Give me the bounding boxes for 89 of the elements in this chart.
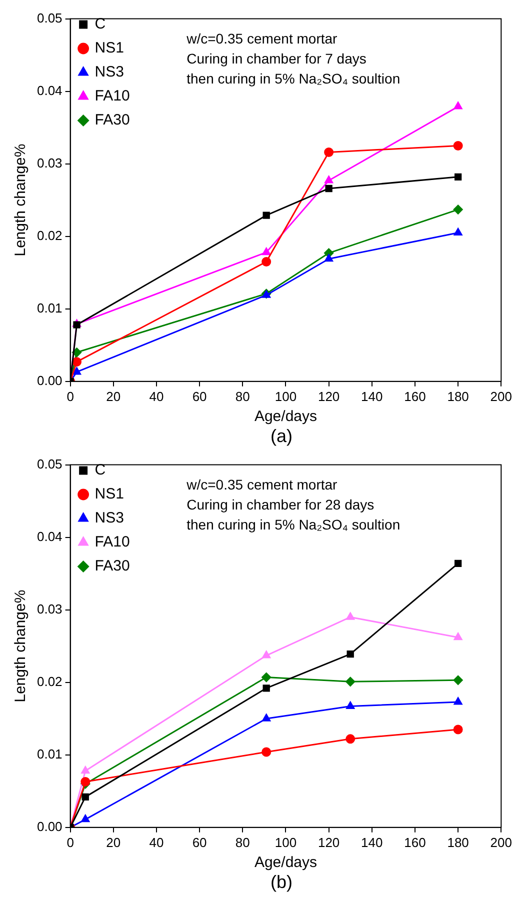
x-tick-label: 120: [318, 834, 340, 850]
point: [82, 793, 89, 801]
point: [454, 228, 462, 236]
legend-label: NS1: [94, 40, 124, 57]
legend-label: FA30: [94, 112, 130, 129]
point: [346, 650, 354, 658]
point: [324, 176, 334, 184]
annotation: then curing in 5% Na₂SO₄ soultion: [186, 70, 400, 87]
x-tick-label: 40: [149, 834, 164, 850]
y-tick-label: 0.02: [36, 228, 62, 243]
point: [262, 672, 272, 682]
point: [73, 321, 80, 328]
x-tick-label: 0: [66, 388, 74, 404]
x-tick-label: 120: [318, 388, 340, 404]
point: [325, 184, 332, 192]
annotation: Curing in chamber for 7 days: [186, 50, 366, 67]
y-tick-label: 0.01: [36, 746, 62, 762]
legend-label: FA30: [94, 558, 130, 575]
point: [262, 212, 270, 219]
point: [453, 204, 463, 214]
x-tick-label: 20: [106, 834, 121, 850]
point: [80, 776, 90, 786]
x-tick-label: 200: [490, 834, 512, 850]
point: [453, 724, 463, 734]
point: [346, 702, 355, 710]
y-tick-label: 0.03: [36, 601, 62, 616]
x-tick-label: 200: [490, 388, 512, 404]
x-tick-label: 20: [106, 388, 121, 404]
x-tick-label: 180: [447, 834, 469, 850]
x-tick-label: 180: [447, 388, 469, 404]
x-tick-label: 160: [404, 834, 426, 850]
y-tick-label: 0.00: [36, 372, 62, 388]
point: [346, 734, 356, 744]
annotation: w/c=0.35 cement mortar: [186, 30, 338, 47]
y-axis-title: Length change%: [12, 144, 30, 256]
point: [324, 147, 334, 157]
point: [262, 684, 270, 692]
point: [454, 560, 462, 568]
y-tick-label: 0.05: [36, 10, 62, 26]
legend-label: FA10: [94, 534, 130, 551]
legend-label: FA10: [94, 88, 130, 105]
x-tick-label: 40: [149, 388, 164, 404]
x-tick-label: 140: [361, 388, 383, 404]
annotation: w/c=0.35 cement mortar: [186, 476, 338, 493]
y-tick-label: 0.04: [36, 82, 62, 98]
point: [81, 814, 90, 822]
point: [454, 697, 462, 705]
point: [262, 747, 272, 757]
point: [324, 254, 334, 262]
point: [72, 357, 82, 367]
x-tick-label: 0: [66, 834, 74, 850]
point: [262, 650, 271, 658]
point: [454, 102, 462, 110]
x-tick-label: 140: [361, 834, 383, 850]
y-tick-label: 0.03: [36, 155, 62, 170]
y-tick-label: 0.05: [36, 456, 62, 472]
point: [346, 612, 355, 620]
y-axis-title: Length change%: [12, 590, 30, 702]
point: [453, 140, 463, 150]
x-tick-label: 80: [235, 388, 250, 404]
point: [454, 173, 462, 180]
legend-label: NS3: [94, 64, 124, 81]
point: [262, 248, 271, 256]
text: (a): [270, 426, 294, 448]
point: [262, 714, 271, 722]
x-tick-label: 100: [274, 388, 297, 404]
y-tick-label: 0.00: [36, 818, 62, 834]
point: [453, 675, 463, 685]
point: [72, 348, 82, 358]
point: [262, 256, 272, 266]
text: (b): [270, 872, 294, 894]
legend-label: NS3: [94, 510, 124, 527]
legend-label: NS1: [94, 486, 124, 503]
x-axis-title: Age/days: [254, 854, 317, 872]
point: [81, 766, 90, 774]
x-tick-label: 100: [274, 834, 297, 850]
annotation: Curing in chamber for 28 days: [186, 496, 374, 513]
x-tick-label: 60: [192, 388, 207, 404]
y-tick-label: 0.02: [36, 674, 62, 689]
point: [72, 367, 81, 375]
x-axis-title: Age/days: [254, 408, 317, 426]
point: [346, 676, 356, 686]
y-tick-label: 0.04: [36, 528, 62, 544]
x-tick-label: 80: [235, 834, 250, 850]
x-tick-label: 60: [192, 834, 207, 850]
annotation: then curing in 5% Na₂SO₄ soultion: [186, 516, 400, 533]
y-tick-label: 0.01: [36, 300, 62, 316]
point: [454, 632, 462, 640]
x-tick-label: 160: [404, 388, 426, 404]
